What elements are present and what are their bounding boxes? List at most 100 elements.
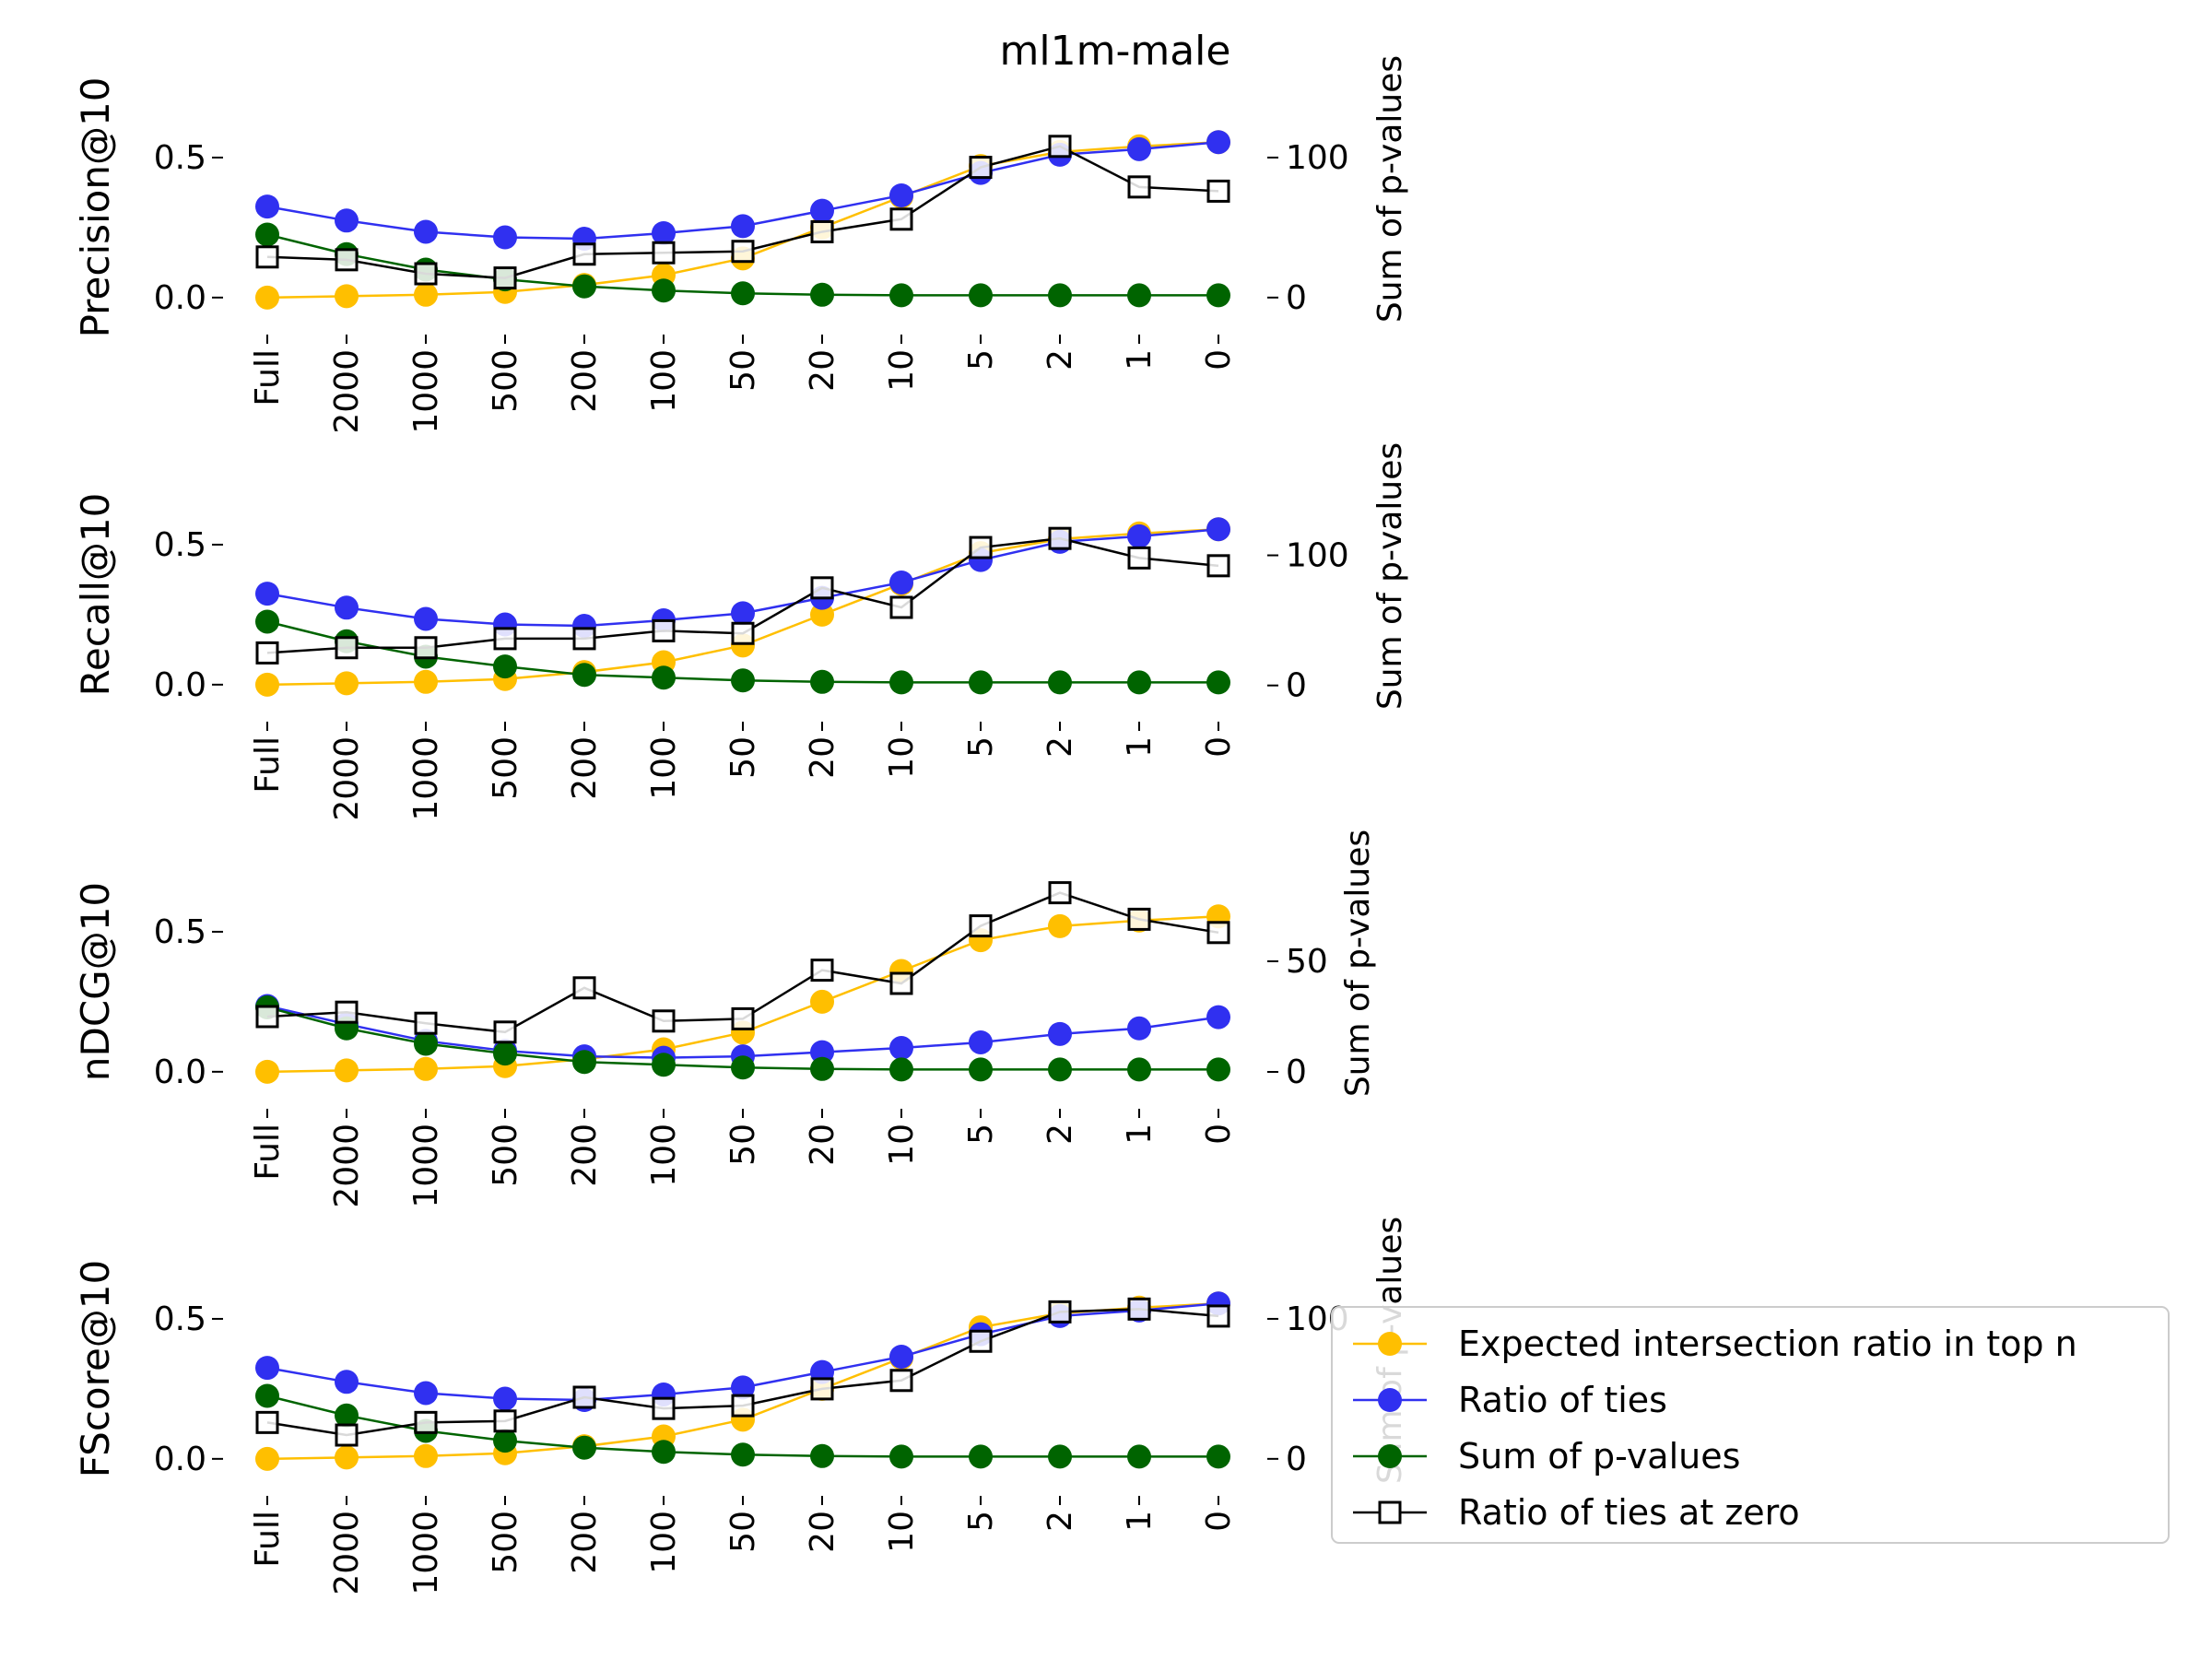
data-point-square (1048, 526, 1072, 550)
data-point (1206, 670, 1230, 695)
xtick-label: 1000 (407, 736, 445, 821)
data-point (335, 1370, 359, 1394)
xtick-label: Full (249, 1124, 287, 1181)
xtick-label: 0 (1200, 1511, 1238, 1532)
data-point-square (652, 618, 676, 642)
data-point (335, 1403, 359, 1428)
data-point-square (652, 1009, 676, 1033)
data-point-square (652, 1396, 676, 1420)
xtick-label: 50 (724, 736, 762, 779)
right-ytick-label: 0 (1286, 667, 1307, 705)
xtick-label: 2000 (328, 736, 366, 821)
data-point (1206, 130, 1230, 155)
data-point (1206, 1444, 1230, 1469)
secondary-y-axis-label: Sum of p-values (1371, 55, 1409, 323)
xtick-label: Full (249, 349, 287, 406)
data-point (1048, 1021, 1072, 1046)
data-point (1127, 670, 1151, 695)
data-point-square (1127, 546, 1151, 570)
xtick-label: 0 (1200, 349, 1238, 371)
xtick-label: 500 (487, 349, 524, 413)
data-point-square (572, 976, 596, 1000)
data-point-square (255, 1410, 279, 1434)
legend-label: Ratio of ties at zero (1458, 1492, 1800, 1533)
data-point (889, 1444, 913, 1469)
data-point-square (493, 1020, 517, 1044)
xtick-label: 1000 (407, 1511, 445, 1595)
data-point (1127, 136, 1151, 161)
xtick-label: 2 (1041, 1124, 1079, 1145)
xtick-label: 50 (724, 1124, 762, 1166)
data-point (652, 1440, 676, 1465)
xtick-label: 50 (724, 349, 762, 392)
data-point-square (889, 595, 913, 619)
data-point (731, 668, 755, 693)
xtick-label: 200 (566, 736, 604, 800)
data-point (335, 1058, 359, 1083)
xtick-label: 20 (804, 1124, 841, 1166)
series-ratio-of-ties (255, 517, 1230, 639)
data-point-square (335, 248, 359, 272)
series-ratio-of-ties (255, 1291, 1230, 1413)
y-axis-label: Precision@10 (73, 77, 118, 338)
data-point (414, 282, 438, 307)
left-ytick-label: 0.5 (154, 139, 206, 177)
xtick-label: 5 (962, 1511, 1000, 1532)
right-ytick-label: 100 (1286, 139, 1349, 177)
data-point (255, 672, 279, 697)
xtick-label: 1 (1121, 736, 1159, 758)
data-point (493, 1386, 517, 1411)
data-point-square (414, 636, 438, 660)
data-point (1206, 1005, 1230, 1030)
data-point-square (731, 240, 755, 264)
data-point (1206, 283, 1230, 308)
xtick-label: 2000 (328, 1124, 366, 1208)
legend-marker-circle (1378, 1388, 1402, 1412)
xtick-label: 0 (1200, 736, 1238, 758)
data-point (414, 1031, 438, 1056)
xtick-label: 10 (883, 1511, 921, 1553)
data-point (255, 1446, 279, 1471)
data-point-square (493, 266, 517, 290)
data-point-square (572, 242, 596, 266)
data-point (731, 214, 755, 239)
data-point (731, 1375, 755, 1400)
data-point-square (572, 1385, 596, 1409)
data-point (889, 283, 913, 308)
xtick-label: 1 (1121, 1511, 1159, 1532)
legend-label: Ratio of ties (1458, 1380, 1667, 1420)
xtick-label: 2 (1041, 736, 1079, 758)
legend-item-ratio-of-ties: Ratio of ties (1353, 1380, 1667, 1420)
legend-item-expected-intersection-ratio-in-top-n: Expected intersection ratio in top n (1353, 1324, 2077, 1364)
xtick-label: 500 (487, 1124, 524, 1187)
data-point-square (493, 1409, 517, 1433)
xtick-label: 0 (1200, 1124, 1238, 1145)
data-point (889, 1036, 913, 1061)
data-point-square (810, 576, 834, 600)
data-point-square (1206, 1304, 1230, 1328)
xtick-label: 2 (1041, 1511, 1079, 1532)
data-point (889, 1057, 913, 1082)
xtick-label: 5 (962, 736, 1000, 758)
data-point (255, 1383, 279, 1408)
xtick-label: 10 (883, 1124, 921, 1166)
data-point (969, 1444, 993, 1469)
data-point-square (889, 207, 913, 231)
figure-title: ml1m-male (1000, 28, 1231, 75)
data-point-square (889, 1369, 913, 1393)
data-point (1206, 1057, 1230, 1082)
data-point (255, 1356, 279, 1381)
xtick-label: 200 (566, 1511, 604, 1574)
left-ytick-label: 0.0 (154, 1441, 206, 1478)
xtick-label: Full (249, 736, 287, 794)
data-point-square (1206, 554, 1230, 578)
data-point (1127, 1016, 1151, 1041)
data-point (414, 669, 438, 694)
left-ytick-label: 0.5 (154, 913, 206, 951)
xtick-label: 100 (645, 349, 683, 413)
right-ytick-label: 0 (1286, 1441, 1307, 1478)
series-ratio-of-ties-at-zero (255, 135, 1230, 290)
